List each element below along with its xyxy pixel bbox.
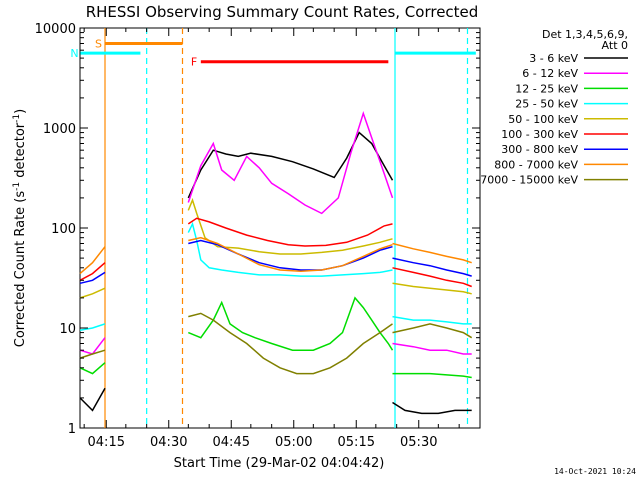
y-axis-label-part-3: ): [13, 109, 28, 114]
legend-entry-label: 12 - 25 keV: [515, 82, 578, 95]
y-tick-label: 1000: [43, 122, 76, 137]
series-line: [392, 282, 472, 295]
y-tick-label: 10000: [35, 22, 76, 37]
series-line: [79, 271, 106, 285]
series-line: [79, 246, 106, 275]
legend: Det 1,3,4,5,6,9,Att 0 3 - 6 keV 6 - 12 keV…: [480, 28, 628, 187]
y-axis-label: Corrected Count Rate (s-1 detector-1): [12, 109, 28, 347]
series-line: [79, 262, 106, 281]
y-tick-label: 10: [59, 322, 76, 337]
series-line: [187, 221, 393, 277]
series-line: [79, 287, 106, 299]
legend-entry-label: 25 - 50 keV: [515, 98, 578, 111]
series-line: [187, 131, 394, 199]
series-line: [187, 217, 393, 247]
series-line: [188, 312, 393, 375]
x-tick-label: 05:00: [275, 435, 312, 450]
series-line: [392, 315, 472, 325]
series-line: [188, 236, 393, 272]
series-line: [392, 267, 472, 288]
chart-marks: S N F: [70, 28, 476, 428]
interval-bar-label: N: [70, 47, 78, 60]
series-line: [188, 296, 394, 351]
series-line: [392, 257, 472, 277]
interval-bar-label: F: [191, 56, 197, 69]
interval-bar-label: S: [95, 37, 102, 50]
legend-entry-label: 6 - 12 keV: [522, 67, 578, 80]
axes: 1 10 100 1000 10000 04:15 04:30 04:45 05:00 05:15…: [35, 22, 480, 450]
legend-header: Det 1,3,4,5,6,9,: [542, 28, 628, 41]
legend-entry-label: 300 - 800 keV: [501, 143, 578, 156]
x-tick-label: 04:30: [150, 435, 187, 450]
y-axis-label-part-2: detector: [13, 122, 28, 182]
series-line: [187, 111, 394, 215]
y-axis-label-part-1: Corrected Count Rate (s: [13, 191, 28, 348]
series-line: [187, 197, 393, 255]
series-line: [79, 387, 106, 412]
legend-entry-label: 3 - 6 keV: [529, 52, 578, 65]
series-line: [79, 362, 106, 375]
x-axis-label: Start Time (29-Mar-02 04:04:42): [174, 456, 385, 471]
x-tick-label: 05:15: [338, 435, 375, 450]
y-tick-label: 1: [68, 422, 76, 437]
y-axis-label-sup-1: -1: [12, 182, 22, 191]
y-axis-label-sup-2: -1: [12, 114, 22, 123]
series-line: [392, 342, 472, 355]
chart-title: RHESSI Observing Summary Count Rates, Co…: [86, 3, 479, 21]
legend-entry-label: 800 - 7000 keV: [494, 158, 578, 171]
series-line: [188, 239, 393, 271]
series-line: [79, 323, 106, 331]
x-tick-label: 04:45: [213, 435, 250, 450]
legend-header: Att 0: [602, 39, 628, 52]
x-tick-label: 05:30: [400, 435, 437, 450]
y-tick-label: 100: [51, 222, 76, 237]
x-tick-label: 04:15: [88, 435, 125, 450]
series-line: [392, 372, 472, 379]
legend-entry-label: 100 - 300 keV: [501, 128, 578, 141]
legend-entry-label: 7000 - 15000 keV: [480, 174, 578, 187]
series-line: [79, 349, 106, 359]
legend-entry-label: 50 - 100 keV: [508, 113, 578, 126]
series-line: [392, 242, 472, 264]
series-line: [392, 323, 473, 339]
timestamp-footer: 14-Oct-2021 10:24: [554, 467, 636, 476]
series-line: [392, 401, 472, 415]
